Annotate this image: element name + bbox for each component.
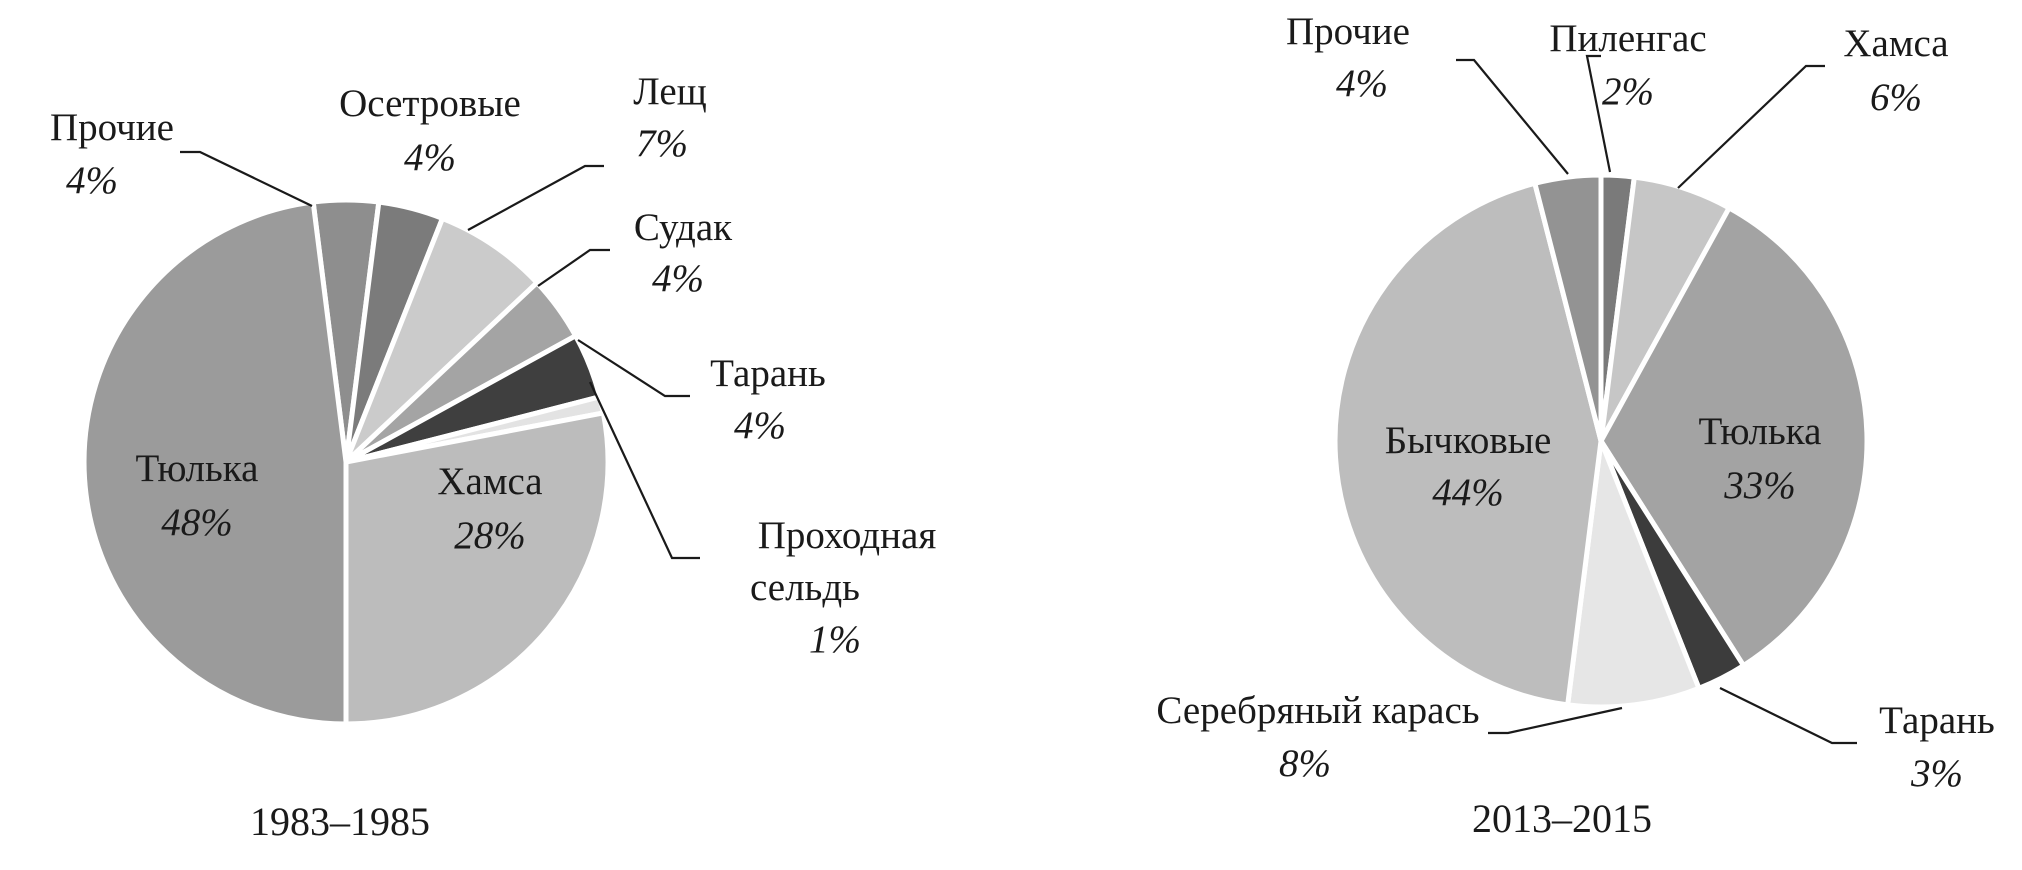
slice-value-sturgeon: 4%	[404, 136, 456, 179]
leader-line-roach	[1719, 687, 1857, 745]
slice-label-gobies: Бычковые	[1385, 419, 1552, 462]
slice-value-anchovy: 28%	[454, 514, 526, 557]
pie-slice-crucian	[1565, 438, 1702, 710]
slice-label-bream: Лещ	[633, 70, 707, 113]
pie-slice-sprat	[1598, 205, 1870, 669]
slice-label-zander: Судак	[634, 206, 732, 249]
slice-label-herring-line-2: сельдь	[750, 566, 860, 609]
slice-label-other: Прочие	[1286, 10, 1410, 53]
pie-slices	[1332, 172, 1870, 710]
pie-slices	[81, 197, 611, 727]
slice-value-roach: 4%	[734, 404, 786, 447]
slice-value-herring: 1%	[809, 618, 861, 661]
slice-label-anchovy: Хамса	[1843, 22, 1948, 65]
slice-value-zander: 4%	[652, 257, 704, 300]
leader-line-other	[1456, 58, 1569, 175]
slice-label-herring-line-1: Проходная	[758, 514, 937, 557]
leader-line-roach	[577, 339, 690, 398]
leader-line-bream	[467, 164, 604, 231]
slice-label-pilengas: Пиленгас	[1549, 17, 1706, 60]
slice-value-sprat: 33%	[1723, 464, 1796, 507]
slice-label-sprat: Тюлька	[136, 447, 259, 490]
slice-label-roach: Тарань	[710, 352, 826, 395]
slice-value-crucian: 8%	[1279, 742, 1331, 785]
leader-line-crucian	[1488, 706, 1623, 735]
slice-value-roach: 3%	[1910, 752, 1963, 795]
leader-line-other	[180, 150, 313, 207]
pie-slice-anchovy	[343, 410, 611, 727]
pie-slice-other	[1532, 172, 1604, 444]
slice-label-sprat: Тюлька	[1699, 410, 1822, 453]
slice-value-pilengas: 2%	[1602, 70, 1654, 113]
pie-2013-2015: Пиленгас 2% Хамса 6% Тюлька 33% Тарань 3% Серебр…	[1156, 10, 1994, 841]
slice-label-anchovy: Хамса	[437, 460, 542, 503]
slice-value-anchovy: 6%	[1870, 76, 1922, 119]
slice-label-crucian: Серебряный карась	[1156, 689, 1479, 732]
slice-value-gobies: 44%	[1432, 471, 1504, 514]
slice-label-roach: Тарань	[1879, 699, 1995, 742]
slice-value-sprat: 48%	[161, 501, 233, 544]
leader-line-pilengas	[1585, 54, 1612, 173]
pie-slice-sprat	[81, 199, 349, 727]
slice-value-other: 4%	[66, 159, 118, 202]
pie-1983-1985: Прочие 4% Осетровые 4% Лещ 7% Судак 4% Тарань 4% П…	[50, 70, 936, 844]
pie-slice-gobies	[1332, 180, 1604, 708]
chart-caption: 1983–1985	[250, 799, 430, 844]
slice-value-other: 4%	[1336, 62, 1388, 105]
leader-line-herring	[589, 381, 700, 560]
leader-line-anchovy	[1677, 64, 1825, 189]
slice-label-other: Прочие	[50, 106, 174, 149]
slice-label-sturgeon: Осетровые	[339, 82, 521, 125]
slice-value-bream: 7%	[636, 122, 688, 165]
chart-caption: 2013–2015	[1472, 796, 1652, 841]
leader-line-zander	[537, 248, 610, 287]
